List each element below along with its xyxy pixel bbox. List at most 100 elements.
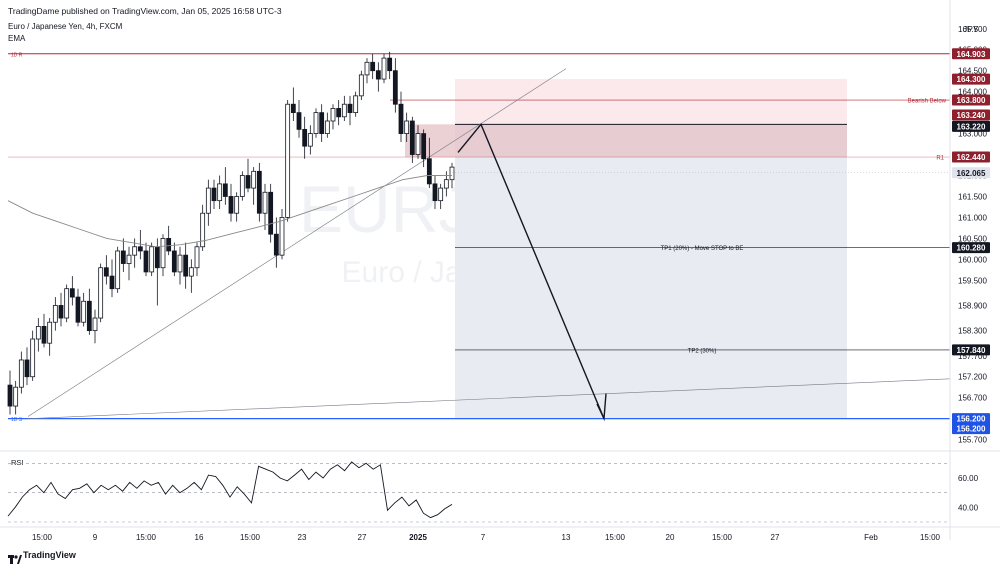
supply-zone <box>405 124 847 158</box>
candle-body <box>273 233 279 256</box>
candle-body <box>370 61 376 72</box>
candle-body <box>69 288 75 298</box>
candle-body <box>404 120 410 134</box>
rsi-line <box>7 461 453 519</box>
time-tick: 27 <box>771 533 780 542</box>
candle-body <box>421 133 427 160</box>
price-tick: 156.700 <box>958 394 987 403</box>
candle-body <box>160 237 166 269</box>
candle-body <box>432 183 438 202</box>
price-badge-label: 163.800 <box>957 96 986 105</box>
price-badge-label: 156.200 <box>957 425 986 434</box>
time-tick: 7 <box>481 533 486 542</box>
candle-body <box>13 386 19 407</box>
time-tick: 27 <box>358 533 367 542</box>
candle-body <box>24 359 30 378</box>
candle-body <box>245 175 251 189</box>
candle-body <box>126 254 132 264</box>
candle-body <box>200 212 206 248</box>
candle-body <box>7 384 13 407</box>
candle-body <box>347 103 353 114</box>
candle-body <box>449 166 455 181</box>
candle-body <box>115 250 121 290</box>
price-tick: 164.500 <box>958 67 987 76</box>
price-tick: 160.500 <box>958 234 987 243</box>
published-line: TradingDame published on TradingView.com… <box>8 6 282 16</box>
candle-body <box>149 246 155 273</box>
rsi-label: RSI <box>11 458 24 467</box>
candle-body <box>35 326 41 340</box>
time-tick: 2025 <box>409 533 427 542</box>
price-tick: 165.500 <box>958 25 987 34</box>
candle-body <box>30 338 36 378</box>
stop-zone <box>455 79 847 125</box>
candle-body <box>222 183 228 197</box>
candle-body <box>262 191 268 214</box>
currency-label: JPY <box>963 24 979 34</box>
price-badge <box>952 167 990 179</box>
price-tick: 160.000 <box>958 255 987 264</box>
candle-body <box>109 275 115 290</box>
candle-body <box>336 108 342 118</box>
level-1d-s-label: 1D S <box>11 417 23 423</box>
projection-arrowhead <box>596 393 607 422</box>
price-badge-label: 162.440 <box>957 153 986 162</box>
candle-body <box>392 70 398 105</box>
tradingview-logo[interactable]: TradingView <box>8 550 76 564</box>
candle-body <box>324 120 330 134</box>
candle-body <box>183 254 189 277</box>
time-tick: 15:00 <box>712 533 733 542</box>
price-tick: 161.500 <box>958 192 987 201</box>
candle-body <box>132 246 138 256</box>
price-badge <box>952 73 990 85</box>
candle-body <box>143 250 149 273</box>
candle-body <box>98 267 104 319</box>
tradingview-brand: TradingView <box>23 550 76 560</box>
candle-body <box>302 128 308 147</box>
candle-body <box>381 57 387 80</box>
candle-body <box>58 305 64 319</box>
candle-body <box>307 133 313 147</box>
price-badge-label: 163.220 <box>957 122 986 131</box>
candle-body <box>290 103 296 114</box>
candle-body <box>409 120 415 155</box>
candle-body <box>251 170 257 189</box>
candle-body <box>268 191 274 235</box>
level-1d-r-label: 1D R <box>11 52 23 58</box>
candle-body <box>438 187 444 202</box>
time-tick: 23 <box>298 533 307 542</box>
candle-body <box>86 300 92 332</box>
rsi-tick: 60.00 <box>958 474 979 483</box>
time-tick: 15:00 <box>32 533 53 542</box>
candle-body <box>443 179 449 189</box>
level-tp2-label: TP2 (30%) <box>688 348 717 354</box>
candle-body <box>154 246 160 269</box>
candle-body <box>205 187 211 214</box>
level-bearish-below-label: Bearish Below <box>908 99 947 105</box>
candle-body <box>188 267 194 277</box>
candle-body <box>92 317 98 332</box>
level-tp1-label: TP1 (20%) - Move STOP to BE <box>661 246 744 252</box>
price-tick: 155.700 <box>958 436 987 445</box>
time-tick: 15:00 <box>920 533 941 542</box>
price-badge-label: 164.903 <box>957 50 986 59</box>
candle-body <box>398 103 404 134</box>
level-r1-label: R1 <box>936 156 944 162</box>
rising-trendline <box>27 68 567 417</box>
candle-body <box>313 112 319 134</box>
price-badge <box>952 94 990 106</box>
candle-body <box>426 158 432 185</box>
price-badge-label: 164.300 <box>957 75 986 84</box>
time-tick: 16 <box>195 533 204 542</box>
ema-line <box>7 175 452 248</box>
rsi-tick: 40.00 <box>958 503 979 512</box>
candle-body <box>52 305 58 323</box>
candle-body <box>103 267 109 277</box>
candle-body <box>330 108 336 122</box>
candle-body <box>41 326 47 344</box>
candle-body <box>358 74 364 97</box>
candle-body <box>375 70 381 80</box>
candle-body <box>64 288 70 319</box>
lower-channel-line <box>27 378 951 419</box>
